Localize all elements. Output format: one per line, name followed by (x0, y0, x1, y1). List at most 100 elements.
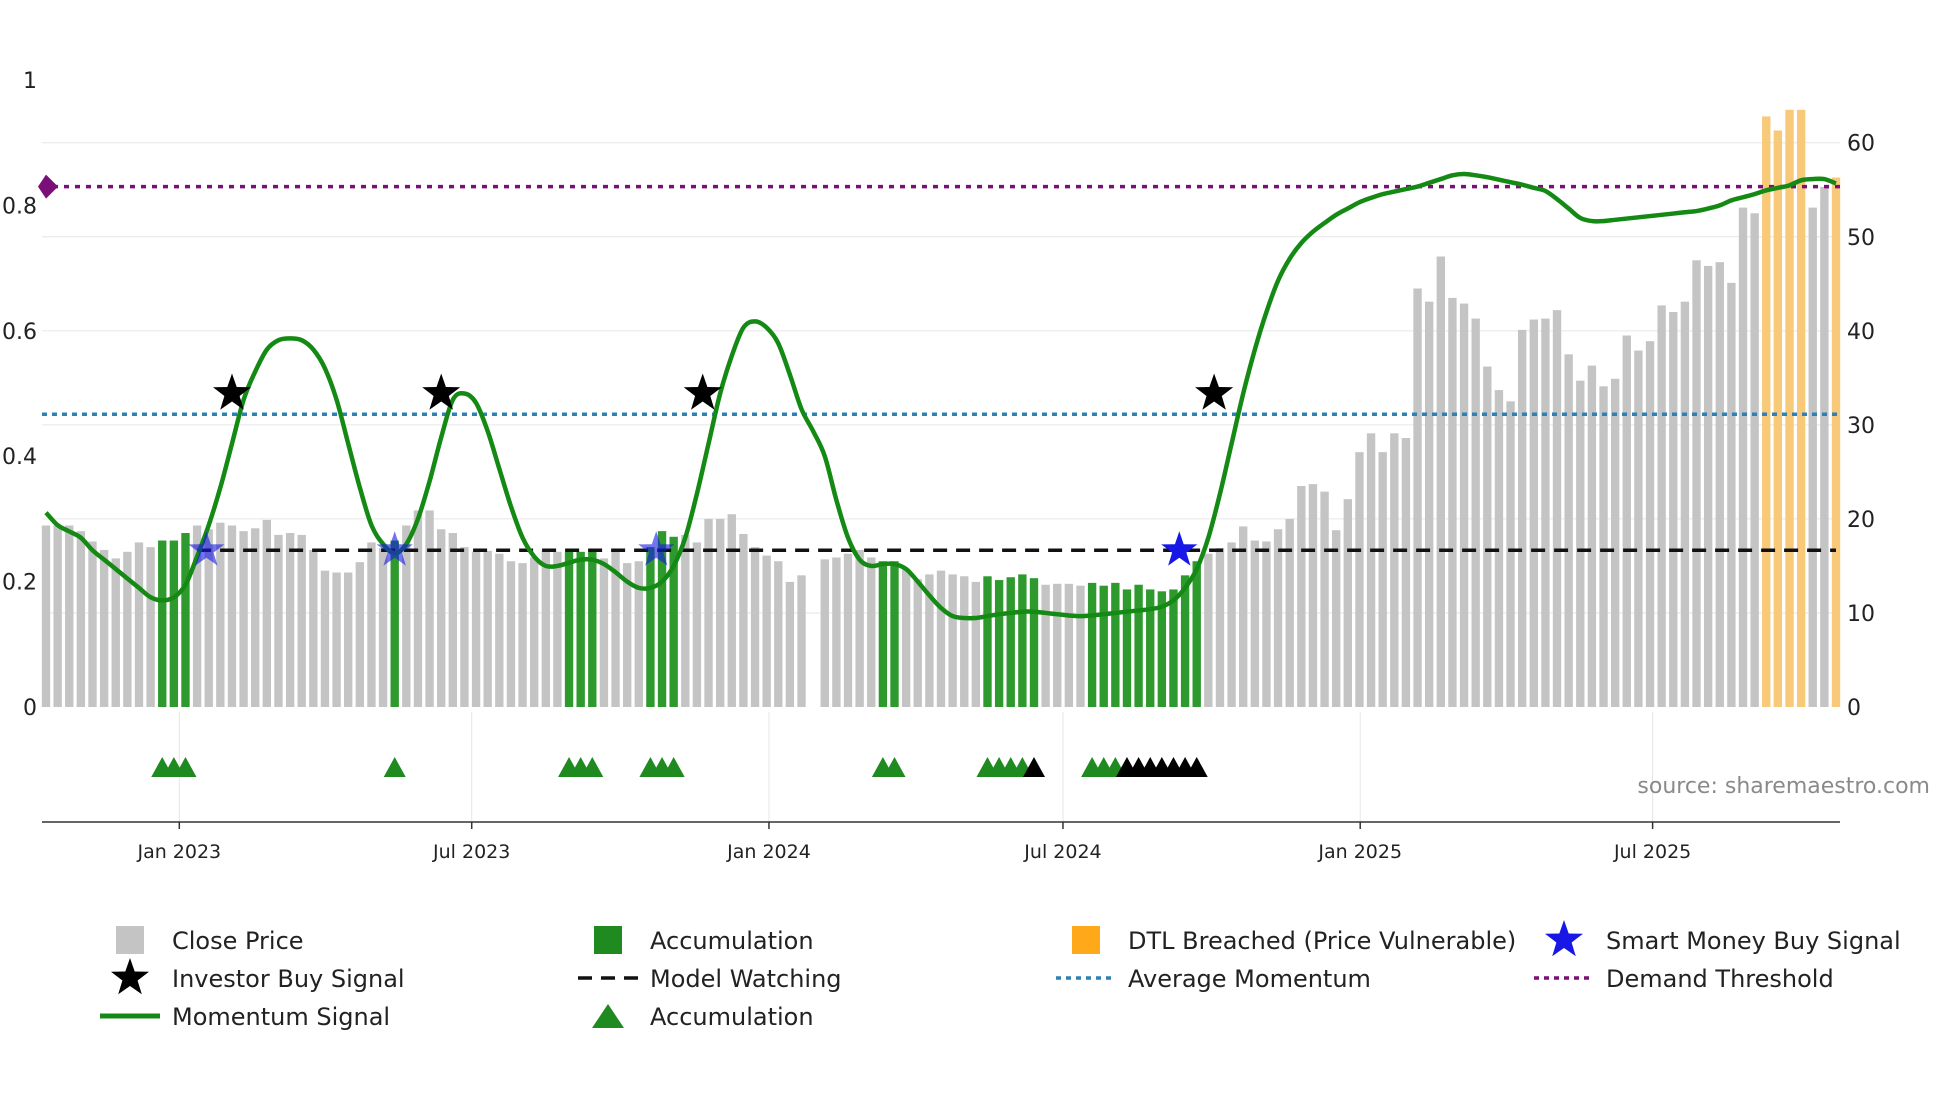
close-price-bar (553, 551, 562, 707)
close-price-bar (1250, 540, 1260, 707)
close-price-bar (1262, 541, 1271, 707)
close-price-bar (88, 541, 97, 707)
close-price-bar (76, 531, 86, 707)
smart-money-buy-signal (638, 531, 675, 566)
close-price-bar (1622, 335, 1631, 707)
signal-markers (188, 373, 1234, 566)
accumulation-marker (383, 757, 406, 777)
close-price-bar (1041, 584, 1050, 707)
close-price-bar (192, 525, 202, 707)
legend-label: Momentum Signal (172, 1003, 390, 1031)
close-price-bar (1390, 433, 1399, 707)
x-tick-label: Jan 2023 (136, 841, 221, 863)
left-tick-label: 0.4 (2, 445, 37, 470)
close-price-bar (1366, 433, 1376, 707)
close-price-bar (1529, 319, 1538, 707)
close-price-bar (1239, 526, 1248, 707)
accumulation-bar (1099, 585, 1108, 707)
close-price-bar (1483, 366, 1492, 707)
close-price-bar (727, 514, 736, 707)
accumulation-marker (581, 757, 604, 777)
right-tick-label: 60 (1847, 132, 1875, 157)
close-price-bar (611, 549, 620, 707)
close-price-bar (1576, 380, 1585, 707)
accumulation-bar (1087, 582, 1097, 707)
legend-label: Accumulation (650, 927, 814, 955)
investor-buy-signal (683, 373, 722, 410)
legend-swatch (111, 958, 149, 995)
close-price-bar (251, 528, 260, 707)
close-price-bar (1610, 378, 1620, 707)
right-tick-label: 50 (1847, 226, 1875, 251)
left-tick-label: 0.6 (2, 320, 37, 345)
accumulation-bar (564, 551, 574, 707)
close-price-bar (750, 547, 760, 707)
close-price-bar (425, 510, 434, 707)
close-price-bar (1552, 310, 1562, 707)
right-tick-label: 40 (1847, 320, 1875, 345)
x-tick-label: Jul 2025 (1613, 841, 1691, 863)
right-tick-label: 30 (1847, 414, 1875, 439)
close-price-bar (123, 551, 132, 707)
accumulation-bar (646, 547, 655, 707)
accumulation-marker (662, 757, 685, 777)
close-price-bar (367, 542, 376, 707)
close-price-bar (692, 542, 702, 707)
legend-label: Demand Threshold (1606, 965, 1834, 993)
close-price-bar (285, 533, 295, 707)
close-price-bar (111, 558, 120, 707)
close-price-bar (634, 561, 643, 707)
accumulation-bar (1146, 589, 1155, 707)
close-price-bar (797, 575, 806, 707)
accumulation-bar (390, 540, 399, 707)
close-price-bar (227, 525, 237, 707)
close-price-bar (1285, 518, 1294, 707)
close-price-bar (41, 525, 51, 707)
legend-item-investor-buy-signal: Investor Buy Signal (111, 958, 405, 995)
investor-buy-signal (1195, 373, 1234, 410)
legend-swatch (116, 926, 144, 954)
close-price-bar (681, 534, 690, 707)
accumulation-bar (1006, 577, 1015, 707)
accumulation-marker (1185, 757, 1208, 777)
close-price-bar (1471, 318, 1480, 707)
accumulation-bar (181, 533, 190, 707)
investor-buy-signal (213, 373, 251, 410)
investor-buy-signal (422, 373, 461, 410)
x-tick-label: Jan 2025 (1317, 841, 1402, 863)
left-tick-label: 0 (23, 696, 37, 721)
accumulation-bar (1018, 574, 1027, 707)
demand-threshold-marker (38, 174, 58, 199)
close-price-bar (1680, 301, 1690, 707)
close-price-bar (1669, 312, 1678, 707)
right-tick-label: 10 (1847, 602, 1875, 627)
accumulation-bar (158, 540, 167, 707)
close-price-bar (1634, 350, 1643, 707)
left-tick-label: 0.2 (2, 571, 37, 596)
close-price-bar (437, 529, 446, 707)
legend-label: Close Price (172, 927, 304, 955)
legend-label: Accumulation (650, 1003, 814, 1031)
close-price-bar (1424, 301, 1434, 707)
close-price-bar (1355, 452, 1364, 707)
close-price-bar (134, 542, 144, 707)
left-tick-label: 0.8 (2, 194, 37, 219)
close-price-bar (948, 574, 957, 707)
accumulation-bar (878, 561, 888, 707)
legend-label: Smart Money Buy Signal (1606, 927, 1901, 955)
accumulation-bar (588, 551, 597, 707)
close-price-bar (1564, 354, 1573, 707)
close-price-bar (762, 555, 771, 707)
close-price-bar (1808, 207, 1817, 707)
close-price-bar (925, 574, 934, 707)
close-price-bar (239, 531, 248, 707)
close-price-bar (495, 553, 504, 707)
x-tick-label: Jul 2024 (1023, 841, 1101, 863)
close-price-bar (1541, 318, 1550, 707)
close-price-bar (1378, 452, 1387, 707)
close-price-bar (529, 557, 539, 707)
close-price-bar (913, 579, 922, 707)
close-price-bar (960, 576, 969, 707)
accumulation-marker (883, 757, 906, 777)
